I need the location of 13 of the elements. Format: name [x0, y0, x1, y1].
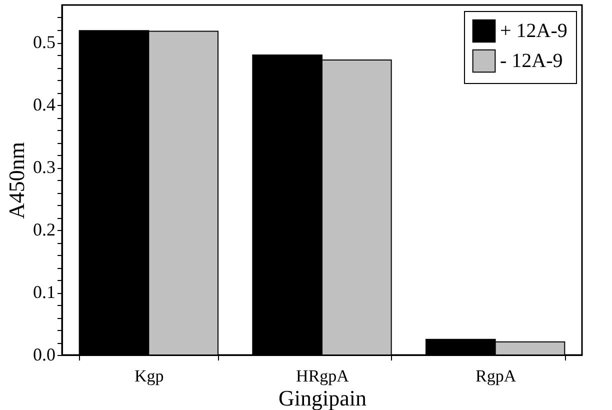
y-axis-title: A450nm	[4, 142, 29, 219]
x-tick-label: RgpA	[476, 366, 517, 386]
y-tick-label: 0.0	[33, 344, 56, 364]
y-tick-label: 0.2	[33, 220, 56, 240]
y-tick-label: 0.3	[33, 157, 56, 177]
y-tick-label: 0.5	[33, 32, 56, 52]
y-tick-label: 0.4	[33, 94, 56, 114]
y-tick-label: 0.1	[33, 282, 56, 302]
x-tick-label: HRgpA	[296, 366, 350, 386]
x-axis-title: Gingipain	[278, 386, 366, 410]
legend-label: + 12A-9	[500, 20, 568, 42]
x-tick-label: Kgp	[134, 366, 164, 386]
legend-label: - 12A-9	[500, 50, 563, 72]
